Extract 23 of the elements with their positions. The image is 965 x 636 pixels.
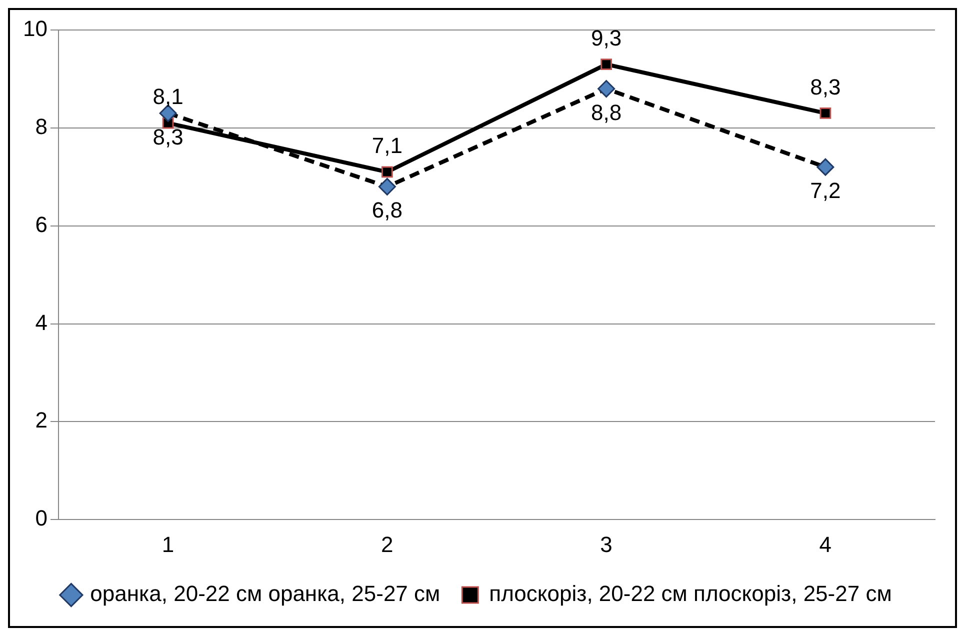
x-tick-label: 3: [600, 532, 612, 557]
legend-label: плоскоріз, 20-22 см плоскоріз, 25-27 см: [489, 581, 892, 606]
legend-label: оранка, 20-22 см оранка, 25-27 см: [90, 581, 440, 606]
x-tick-label: 4: [819, 532, 832, 557]
point: [381, 166, 393, 178]
data-label: 8,1: [152, 84, 184, 110]
x-tick-label: 1: [162, 532, 174, 557]
y-tick-label: 2: [35, 408, 48, 433]
x-tick-label: 2: [381, 532, 394, 557]
y-tick-label: 8: [35, 114, 48, 139]
data-label: 7,1: [372, 133, 402, 158]
data-label: 7,2: [810, 178, 841, 204]
y-tick-label: 4: [35, 310, 48, 335]
point: [600, 58, 612, 70]
y-tick-label: 6: [35, 212, 48, 237]
y-tick-label: 0: [35, 506, 48, 531]
data-label: 8,3: [152, 124, 184, 150]
point: [820, 108, 832, 119]
data-label: 8,3: [810, 74, 841, 100]
y-tick-label: 10: [22, 16, 48, 42]
data-label: 9,3: [591, 25, 622, 50]
data-label: 8,8: [591, 100, 622, 125]
data-label: 6,8: [372, 198, 402, 223]
